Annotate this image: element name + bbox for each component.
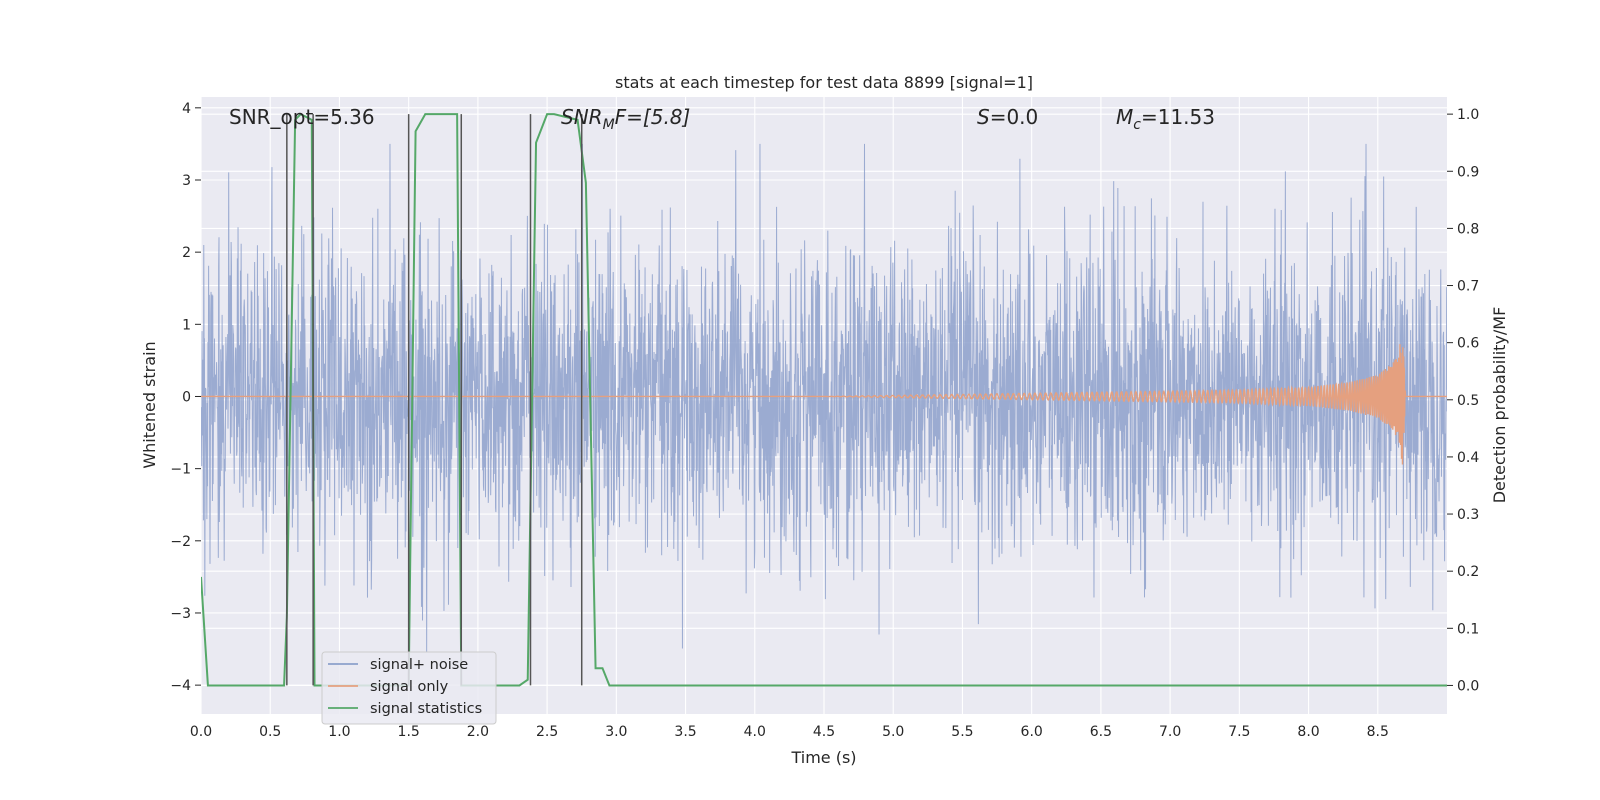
legend-label-signal-noise: signal+ noise [370,657,468,673]
legend-box [321,651,497,725]
legend-label-signal-statistics: signal statistics [370,701,482,717]
y-tick-label: −4 [170,678,191,694]
y-tick-label: −2 [170,534,191,550]
y2-tick-label: 0.2 [1457,564,1479,580]
x-tick-label: 3.0 [605,724,627,740]
y2-tick-label: 0.9 [1457,164,1479,180]
legend: signal+ noise signal only signal statist… [321,651,497,725]
x-tick-label: 1.5 [398,724,420,740]
chart-title: stats at each timestep for test data 889… [615,73,1033,92]
x-tick-label: 2.0 [467,724,489,740]
y2-tick-label: 0.8 [1457,221,1479,237]
annotation-snr-mf: SNRMF=[5.8] [561,105,690,133]
y-tick-label: −1 [170,462,191,478]
y2-tick-label: 0.5 [1457,393,1479,409]
x-tick-label: 5.0 [882,724,904,740]
x-tick-label: 0.0 [190,724,212,740]
y-tick-label: 4 [182,101,191,117]
x-tick-label: 1.0 [328,724,350,740]
y-tick-label: −3 [170,606,191,622]
x-tick-label: 5.5 [951,724,973,740]
x-tick-label: 8.0 [1297,724,1319,740]
y2-axis-label: Detection probability/MF [1490,307,1509,504]
y2-tick-label: 0.6 [1457,336,1479,352]
x-tick-label: 4.0 [744,724,766,740]
annotation-mc: Mc=11.53 [1116,105,1215,133]
y-tick-label: 0 [182,389,191,405]
legend-label-signal-only: signal only [370,679,449,695]
y2-tick-label: 0.4 [1457,450,1479,466]
y-axis-label: Whitened strain [140,341,159,468]
x-tick-label: 0.5 [259,724,281,740]
series-signal-statistics [201,112,1447,687]
y2-tick-label: 1.0 [1457,107,1479,123]
x-tick-label: 3.5 [674,724,696,740]
y2-tick-label: 0.3 [1457,507,1479,523]
y-tick-label: 2 [182,245,191,261]
vertical-markers [286,114,583,686]
x-tick-label: 8.5 [1367,724,1389,740]
tick-labels: 0.0 0.5 1.0 1.5 2.0 2.5 3.0 3.5 4.0 4.5 5.0 5.5 6.0 6… [170,101,1479,740]
y-tick-label: 3 [182,173,191,189]
x-axis-label: Time (s) [790,748,856,767]
y-tick-label: 1 [182,317,191,333]
x-tick-label: 2.5 [536,724,558,740]
x-tick-label: 6.0 [1021,724,1043,740]
x-tick-label: 4.5 [813,724,835,740]
x-tick-label: 7.0 [1159,724,1181,740]
y2-tick-label: 0.0 [1457,678,1479,694]
x-tick-label: 6.5 [1090,724,1112,740]
y2-tick-label: 0.7 [1457,279,1479,295]
annotation-s: S=0.0 [977,105,1038,129]
x-tick-label: 7.5 [1228,724,1250,740]
y2-tick-label: 0.1 [1457,621,1479,637]
annotation-snr-opt: SNR_opt=5.36 [229,105,375,129]
